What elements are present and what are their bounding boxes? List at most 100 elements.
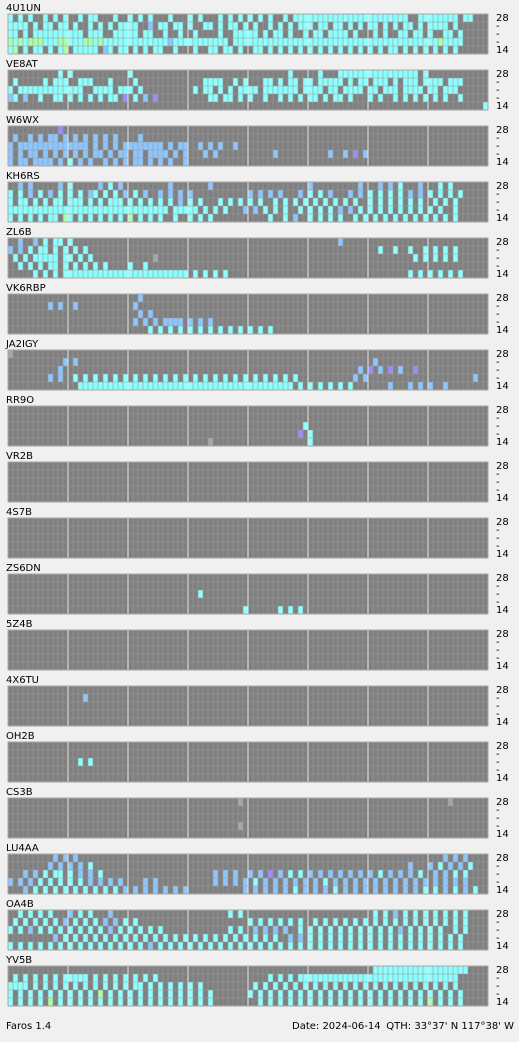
signal-cell [58,990,63,998]
signal-cell [143,374,148,382]
signal-cell [303,14,308,22]
signal-cell [48,30,53,38]
signal-cell [363,150,368,158]
signal-cell [198,38,203,46]
signal-cell [398,198,403,206]
signal-cell [88,78,93,86]
signal-cell [188,214,193,222]
app-name: Faros 1.4 [6,1021,51,1032]
panel-border [7,629,489,671]
signal-cell [468,14,473,22]
signal-cell [8,926,13,934]
signal-cell [328,974,333,982]
signal-cell [88,926,93,934]
signal-cell [53,982,58,990]
signal-cell [383,878,388,886]
signal-cell [28,214,33,222]
signal-cell [263,374,268,382]
signal-cell [28,190,33,198]
signal-cell [223,382,228,390]
signal-cell [138,158,143,166]
signal-cell [118,270,123,278]
signal-cell [313,982,318,990]
signal-cell [248,30,253,38]
signal-cell [68,38,73,46]
signal-cell [268,990,273,998]
signal-cell [38,254,43,262]
signal-cell [228,326,233,334]
signal-cell [243,382,248,390]
signal-cell [158,214,163,222]
signal-cell [338,870,343,878]
signal-cell [358,46,363,54]
signal-cell [138,206,143,214]
signal-cell [178,318,183,326]
signal-cell [433,78,438,86]
signal-cell [398,942,403,950]
signal-cell [338,942,343,950]
signal-cell [138,142,143,150]
signal-cell [73,358,78,366]
signal-cell [208,182,213,190]
signal-cell [348,998,353,1006]
signal-cell [333,886,338,894]
signal-cell [78,382,83,390]
band-label: - [496,77,500,88]
signal-cell [418,182,423,190]
signal-cell [373,358,378,366]
signal-cell [383,38,388,46]
signal-cell [393,22,398,30]
signal-cell [373,966,378,974]
signal-cell [203,374,208,382]
signal-cell [423,246,428,254]
signal-cell [43,206,48,214]
band-label: 28 [496,69,509,80]
band-label: - [496,141,500,152]
signal-cell [458,942,463,950]
signal-cell [423,254,428,262]
signal-cell [423,78,428,86]
band-label: - [496,133,500,144]
signal-cell [413,254,418,262]
signal-cell [378,998,383,1006]
signal-cell [8,982,13,990]
signal-cell [108,990,113,998]
signal-cell [238,942,243,950]
signal-cell [68,214,73,222]
signal-cell [28,142,33,150]
signal-cell [173,886,178,894]
signal-cell [318,190,323,198]
signal-cell [78,190,83,198]
signal-cell [363,38,368,46]
signal-cell [323,78,328,86]
signal-cell [328,990,333,998]
signal-cell [173,382,178,390]
signal-cell [213,270,218,278]
signal-cell [468,862,473,870]
signal-cell [103,190,108,198]
signal-cell [168,190,173,198]
signal-cell [93,974,98,982]
signal-cell [8,30,13,38]
signal-cell [383,910,388,918]
signal-cell [13,94,18,102]
signal-cell [38,38,43,46]
signal-cell [148,270,153,278]
signal-cell [23,254,28,262]
signal-cell [103,46,108,54]
signal-cell [23,46,28,54]
signal-cell [33,254,38,262]
signal-cell [123,86,128,94]
signal-cell [448,990,453,998]
signal-cell [313,974,318,982]
band-label: 14 [496,45,509,56]
signal-cell [363,14,368,22]
signal-cell [38,998,43,1006]
panel-border [7,181,489,223]
signal-cell [413,30,418,38]
signal-cell [48,86,53,94]
signal-cell [178,30,183,38]
signal-cell [418,942,423,950]
signal-cell [383,70,388,78]
signal-cell [433,246,438,254]
